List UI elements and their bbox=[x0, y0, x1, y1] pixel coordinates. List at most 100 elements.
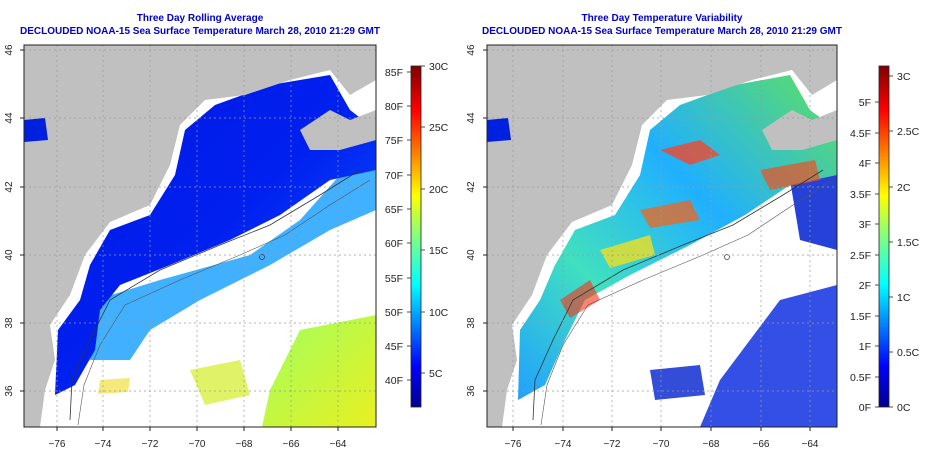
right-colorbar-label-f: 1F bbox=[859, 341, 871, 353]
left-colorbar-label-c: 25C bbox=[429, 122, 449, 134]
left-bay-of-fundy bbox=[24, 118, 48, 142]
left-colorbar-label-f: 65F bbox=[385, 204, 403, 216]
right-colorbar-label-f: 4F bbox=[859, 158, 871, 170]
left-colorbar-label-f: 70F bbox=[385, 170, 403, 182]
left-grid bbox=[24, 45, 376, 427]
left-warm-patch-2 bbox=[98, 378, 130, 394]
right-colorbar-scale bbox=[878, 65, 890, 408]
left-colorbar-label-f: 45F bbox=[385, 341, 403, 353]
right-hotspot bbox=[760, 160, 820, 190]
left-y-tick: 38 bbox=[4, 317, 15, 329]
right-colorbar-label-c: 0C bbox=[897, 402, 911, 414]
right-colorbar-label-c: 2.5C bbox=[897, 126, 920, 138]
right-y-tick: 46 bbox=[466, 44, 477, 56]
left-title: Three Day Rolling Average bbox=[137, 13, 264, 24]
left-colorbar-label-c: 10C bbox=[429, 307, 449, 319]
right-colorbar-label-c: 1.5C bbox=[897, 237, 920, 249]
left-warm-patch bbox=[190, 360, 250, 405]
left-map bbox=[24, 45, 376, 427]
left-colorbar-label-f: 75F bbox=[385, 135, 403, 147]
left-colorbar: 40F 45F 50F 55F 60F 65F 70F 75F 80F 85F … bbox=[385, 61, 449, 408]
right-colorbar-label-f: 3F bbox=[859, 219, 871, 231]
right-y-axis: 36 38 40 42 44 46 bbox=[466, 44, 487, 397]
left-x-tick: −76 bbox=[49, 439, 66, 450]
left-map-frame bbox=[23, 44, 377, 428]
right-east-patch bbox=[790, 170, 837, 250]
left-isobath-2 bbox=[77, 179, 371, 426]
left-land bbox=[24, 45, 376, 427]
right-y-tick: 44 bbox=[466, 112, 477, 124]
left-colorbar-label-c: 5C bbox=[429, 368, 443, 380]
right-y-tick: 40 bbox=[466, 249, 477, 261]
left-warm-water bbox=[262, 315, 376, 427]
left-x-tick: −64 bbox=[330, 439, 347, 450]
right-colorbar-label-f: 2F bbox=[859, 280, 871, 292]
left-seamount bbox=[259, 254, 265, 260]
right-x-axis: −76 −74 −72 −70 −68 −66 −64 bbox=[505, 427, 819, 450]
right-x-tick: −68 bbox=[703, 439, 720, 450]
right-hotspot bbox=[640, 200, 700, 228]
right-colorbar-label-f: 0F bbox=[859, 402, 871, 414]
left-x-tick: −74 bbox=[95, 439, 112, 450]
left-y-tick: 42 bbox=[4, 181, 15, 193]
right-isobath bbox=[532, 169, 824, 421]
left-slope-water bbox=[90, 170, 376, 360]
right-offshore-patch bbox=[650, 365, 705, 400]
right-bay-of-fundy bbox=[487, 118, 511, 142]
left-y-tick: 40 bbox=[4, 249, 15, 261]
right-map-frame bbox=[486, 44, 838, 428]
right-grid bbox=[487, 45, 837, 427]
right-colorbar-label-f: 5F bbox=[859, 97, 871, 109]
right-colorbar-label-f: 0.5F bbox=[850, 372, 871, 384]
left-colorbar-label-f: 40F bbox=[385, 375, 403, 387]
right-x-tick: −72 bbox=[604, 439, 621, 450]
left-colorbar-scale bbox=[410, 65, 422, 408]
right-title: Three Day Temperature Variability bbox=[582, 13, 743, 24]
left-y-tick: 44 bbox=[4, 112, 15, 124]
left-colorbar-label-c: 20C bbox=[429, 184, 449, 196]
right-colorbar-label-f: 3.5F bbox=[850, 189, 871, 201]
left-y-axis: 36 38 40 42 44 46 bbox=[4, 44, 24, 397]
left-y-tick: 36 bbox=[4, 385, 15, 397]
right-colorbar-label-c: 0.5C bbox=[897, 347, 920, 359]
right-yellow-band bbox=[600, 235, 655, 268]
left-colorbar-label-f: 85F bbox=[385, 67, 403, 79]
left-shelf-water bbox=[55, 75, 376, 395]
right-x-tick: −74 bbox=[555, 439, 572, 450]
right-y-tick: 36 bbox=[466, 385, 477, 397]
left-x-tick: −66 bbox=[283, 439, 300, 450]
left-colorbar-label-f: 50F bbox=[385, 307, 403, 319]
left-colorbar-label-f: 60F bbox=[385, 238, 403, 250]
left-colorbar-label-f: 80F bbox=[385, 101, 403, 113]
right-colorbar-label-c: 3C bbox=[897, 71, 911, 83]
left-x-tick: −72 bbox=[142, 439, 159, 450]
right-colorbar-label-f: 1.5F bbox=[850, 311, 871, 323]
left-colorbar-label-c: 15C bbox=[429, 245, 449, 257]
right-map bbox=[487, 45, 837, 427]
right-colorbar: 0F 0.5F 1F 1.5F 2F 2.5F 3F 3.5F 4F 4.5F … bbox=[850, 65, 920, 414]
right-y-tick: 42 bbox=[466, 181, 477, 193]
left-colorbar-label-f: 55F bbox=[385, 273, 403, 285]
right-shelf-variability bbox=[518, 75, 837, 400]
right-subtitle: DECLOUDED NOAA-15 Sea Surface Temperatur… bbox=[482, 26, 842, 37]
left-colorbar-label-c: 30C bbox=[429, 61, 449, 73]
right-x-tick: −64 bbox=[802, 439, 819, 450]
right-land bbox=[487, 45, 837, 427]
left-x-axis: −76 −74 −72 −70 −68 −66 −64 bbox=[49, 427, 347, 450]
right-nova-scotia bbox=[762, 110, 837, 150]
right-colorbar-label-f: 4.5F bbox=[850, 128, 871, 140]
left-isobath bbox=[69, 169, 361, 421]
right-seamount bbox=[724, 254, 730, 260]
right-colorbar-label-f: 2.5F bbox=[850, 250, 871, 262]
right-colorbar-label-c: 2C bbox=[897, 182, 911, 194]
right-x-tick: −70 bbox=[653, 439, 670, 450]
right-x-tick: −76 bbox=[505, 439, 522, 450]
right-x-tick: −66 bbox=[753, 439, 770, 450]
right-hotspot bbox=[660, 140, 720, 165]
right-offshore-low-variability bbox=[700, 285, 837, 427]
left-y-tick: 46 bbox=[4, 44, 15, 56]
right-colorbar-label-c: 1C bbox=[897, 292, 911, 304]
right-panel: Three Day Temperature Variability DECLOU… bbox=[466, 13, 920, 450]
right-isobath-2 bbox=[540, 179, 834, 426]
